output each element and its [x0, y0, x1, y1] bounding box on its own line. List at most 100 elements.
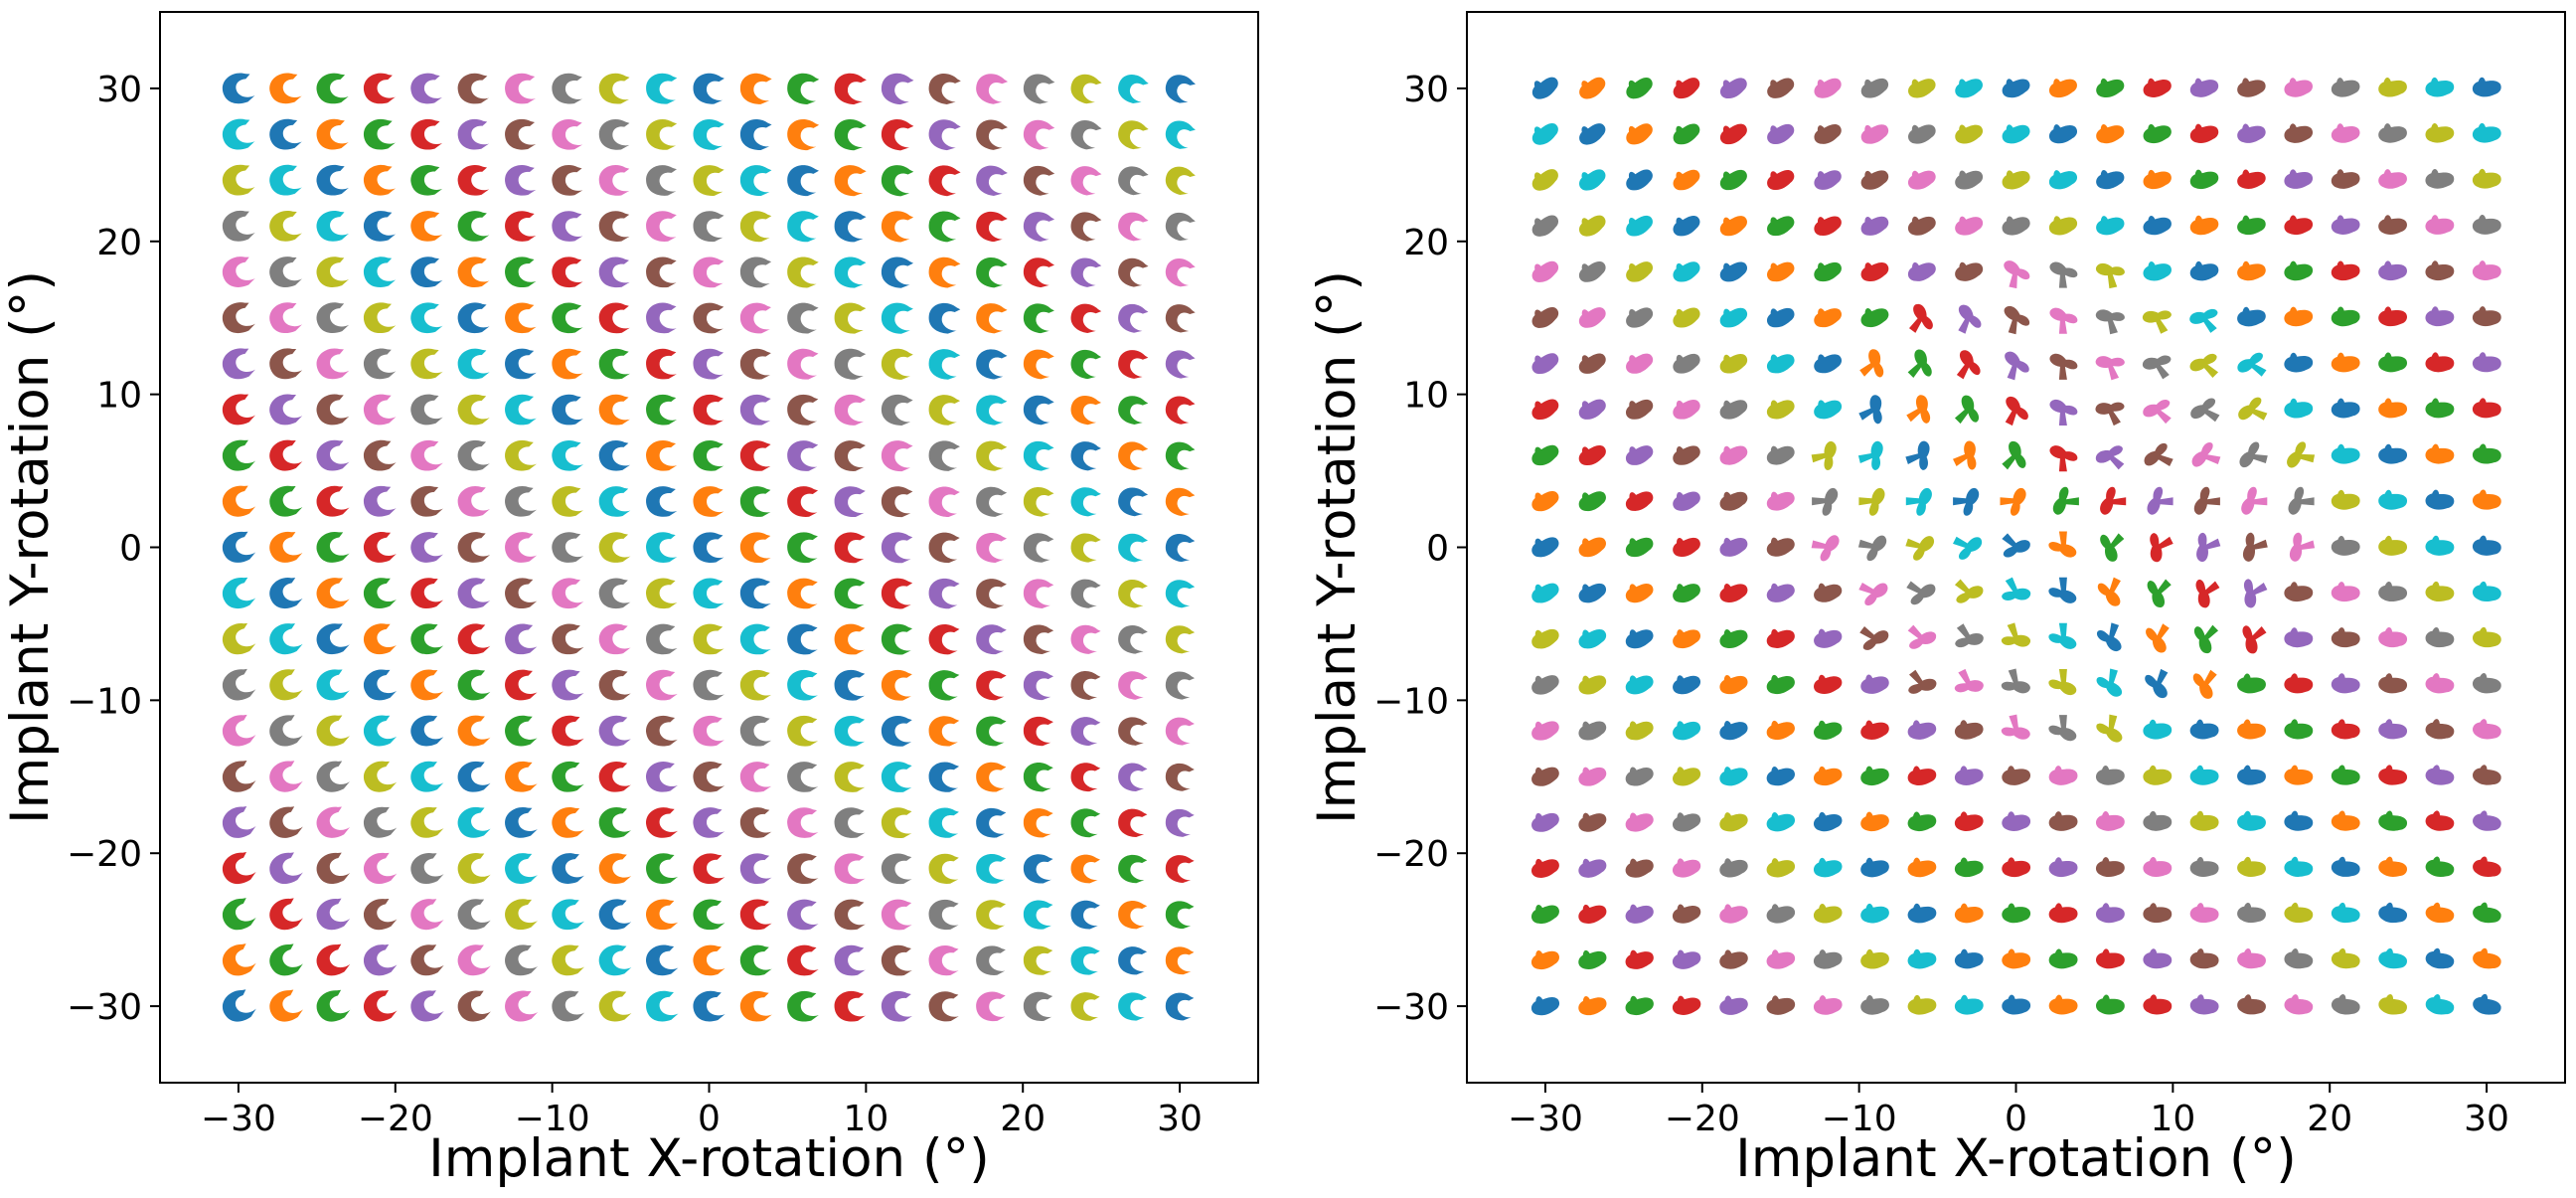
left-scatter-point	[646, 762, 678, 792]
left-scatter-point	[1165, 625, 1196, 654]
left-scatter-point	[316, 852, 351, 884]
right-scatter-point	[2425, 122, 2455, 143]
left-scatter-point	[739, 440, 771, 471]
right-scatter-point	[2472, 122, 2501, 143]
right-scatter-point	[2378, 215, 2407, 235]
right-scatter-point	[2052, 486, 2079, 515]
left-scatter-point	[1070, 579, 1101, 608]
right-scatter-point	[1673, 858, 1701, 878]
right-scatter-point	[2049, 445, 2078, 472]
right-scatter-point	[2378, 810, 2407, 831]
left-scatter-point	[363, 715, 398, 747]
right-scatter-point	[1767, 216, 1795, 237]
right-scatter-point	[2331, 535, 2360, 556]
left-scatter-point	[976, 349, 1008, 380]
left-scatter-point	[739, 669, 771, 701]
x-tick-label: 30	[1157, 1099, 1203, 1139]
left-scatter-point	[976, 807, 1007, 838]
left-scatter-point	[739, 165, 772, 197]
left-scatter-point	[1118, 854, 1148, 884]
right-scatter-point	[1860, 216, 1889, 236]
left-scatter-point	[457, 73, 489, 104]
x-tick-label: −30	[201, 1099, 276, 1139]
right-scatter-point	[1531, 399, 1559, 421]
left-scatter-point	[693, 669, 724, 701]
x-tick-label: 10	[2150, 1099, 2195, 1139]
right-scatter-point	[1767, 123, 1795, 144]
right-scatter-point	[2331, 123, 2360, 143]
right-scatter-point	[1860, 170, 1889, 190]
right-scatter-point	[2143, 78, 2172, 97]
right-scatter-point	[1954, 948, 1984, 969]
right-scatter-point	[1626, 169, 1653, 191]
right-panel: −30 −20 −10 0 10 20 30 −30 −20 −10 0 10 20 30 Implan…	[1307, 11, 2566, 1189]
left-scatter-point	[928, 945, 959, 976]
left-scatter-point	[928, 670, 960, 701]
left-scatter-point	[1165, 350, 1196, 379]
right-scatter-point	[2237, 260, 2266, 281]
left-scatter-point	[976, 440, 1008, 471]
left-scatter-point	[1118, 396, 1149, 425]
right-scatter-point	[1530, 996, 1560, 1016]
right-scatter-point	[2425, 489, 2455, 510]
right-scatter-point	[2378, 489, 2408, 510]
left-scatter-point	[222, 485, 256, 517]
left-scatter-point	[505, 578, 538, 609]
left-scatter-point	[646, 211, 677, 243]
left-scatter-point	[222, 668, 256, 701]
right-scatter-point	[2048, 715, 2077, 742]
left-scatter-point	[316, 761, 350, 792]
right-scatter-point	[2143, 765, 2173, 785]
left-scatter-point	[1023, 624, 1054, 654]
left-scatter-point	[457, 302, 490, 334]
y-tick-label: −30	[67, 987, 142, 1028]
right-scatter-point	[2237, 673, 2266, 694]
right-scatter-point	[2425, 398, 2455, 419]
left-scatter-point	[363, 578, 397, 609]
left-scatter-point	[457, 715, 491, 747]
right-scatter-point	[2425, 215, 2455, 235]
right-scatter-point	[2143, 948, 2173, 969]
left-scatter-point	[316, 898, 351, 931]
left-scatter-point	[457, 990, 491, 1022]
right-scatter-point	[2378, 947, 2407, 969]
right-scatter-point	[1578, 583, 1607, 603]
right-scatter-point	[1905, 536, 1935, 561]
left-scatter-point	[1023, 74, 1055, 104]
right-scatter-point	[2143, 810, 2173, 831]
right-scatter-point	[2237, 765, 2266, 785]
left-scatter-point	[505, 302, 537, 334]
left-scatter-point	[1165, 441, 1196, 470]
right-scatter-point	[2472, 535, 2501, 556]
right-scatter-point	[2048, 170, 2078, 190]
right-scatter-point	[2378, 352, 2408, 373]
left-scatter-point	[364, 165, 397, 196]
left-scatter-point	[222, 577, 256, 609]
left-scatter-point	[739, 348, 771, 380]
right-scatter-point	[1955, 124, 1984, 144]
left-scatter-point	[552, 73, 583, 104]
left-scatter-point	[693, 578, 724, 609]
left-scatter-point	[834, 899, 866, 931]
right-scatter-point	[1625, 721, 1654, 741]
right-scatter-point	[1719, 767, 1748, 786]
left-scatter-point	[928, 395, 961, 426]
left-scatter-point	[1070, 808, 1101, 838]
right-scatter-point	[1579, 123, 1606, 145]
right-scatter-point	[2193, 624, 2219, 654]
left-scatter-point	[881, 623, 913, 655]
right-scatter-point	[2472, 306, 2501, 327]
right-scatter-point	[2193, 486, 2220, 515]
right-scatter-point	[1814, 583, 1843, 602]
right-scatter-point	[1766, 628, 1795, 648]
right-scatter-point	[1531, 950, 1560, 970]
right-scatter-point	[1578, 995, 1607, 1016]
left-scatter-point	[1118, 75, 1149, 103]
right-scatter-point	[1955, 216, 1984, 236]
left-scatter-point	[505, 73, 537, 104]
right-scatter-point	[1578, 767, 1607, 786]
left-scatter-point	[834, 486, 866, 517]
left-x-axis-label: Implant X-rotation (°)	[428, 1128, 990, 1189]
left-scatter-point	[410, 806, 444, 838]
left-scatter-point	[976, 945, 1006, 975]
